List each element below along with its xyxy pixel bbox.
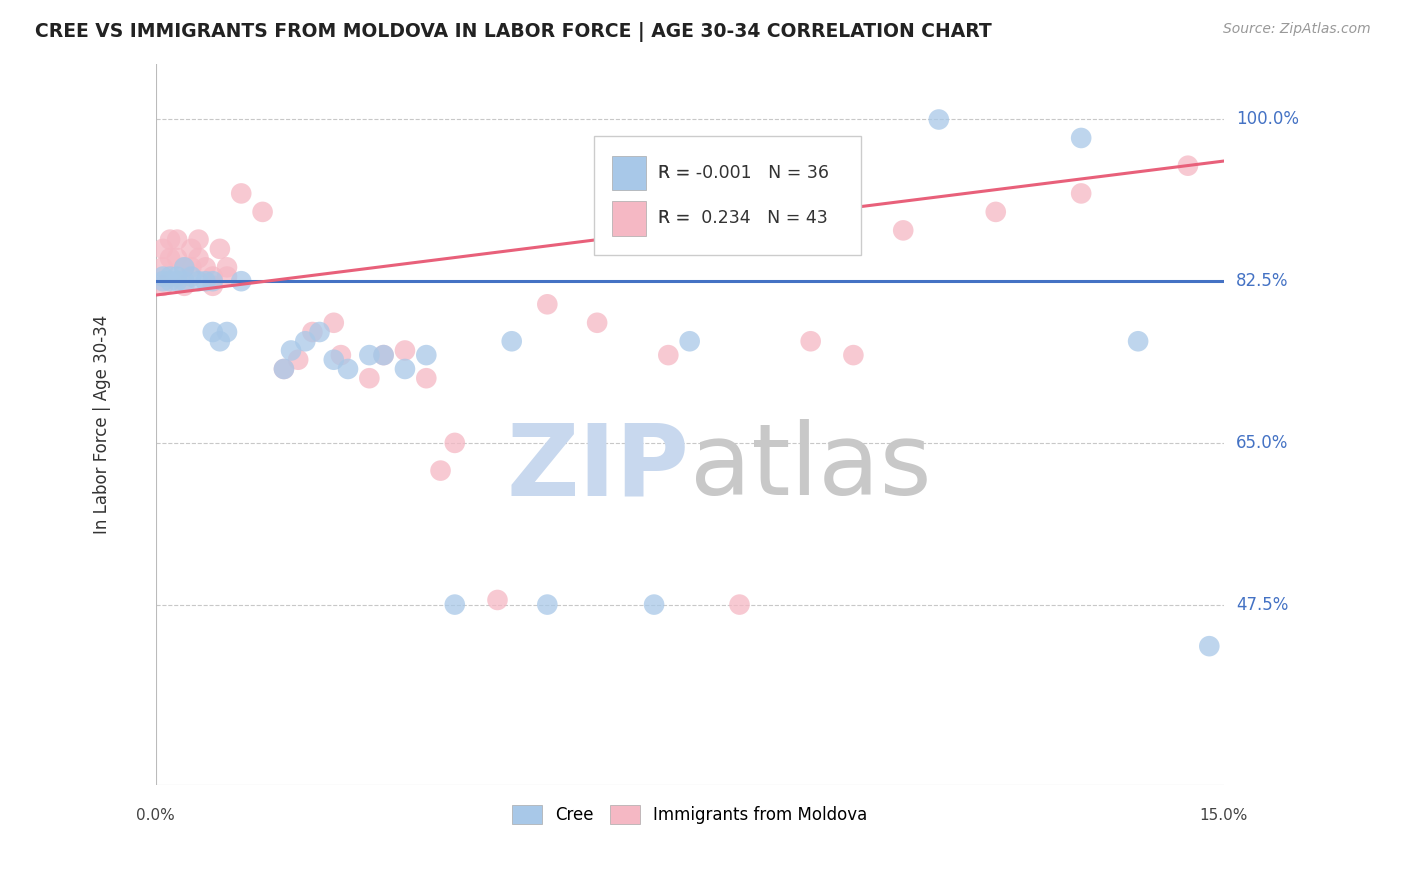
Point [501, 334, 523, 349]
Point [215, 325, 238, 339]
Point [329, 348, 352, 362]
Point [166, 233, 188, 247]
Point [1126, 334, 1149, 349]
Text: CREE VS IMMIGRANTS FROM MOLDOVA IN LABOR FORCE | AGE 30-34 CORRELATION CHART: CREE VS IMMIGRANTS FROM MOLDOVA IN LABOR… [35, 22, 991, 42]
Point [322, 316, 344, 330]
Point [180, 242, 202, 256]
Point [187, 274, 209, 288]
Point [159, 269, 181, 284]
Text: 47.5%: 47.5% [1236, 596, 1289, 614]
Point [359, 348, 381, 362]
Point [173, 278, 195, 293]
Legend: Cree, Immigrants from Moldova: Cree, Immigrants from Moldova [505, 798, 875, 830]
Point [337, 362, 360, 376]
Point [842, 348, 865, 362]
Point [415, 371, 437, 385]
Text: R =: R = [658, 164, 696, 182]
Point [443, 436, 465, 450]
Point [187, 251, 209, 265]
Text: 0.0%: 0.0% [136, 808, 176, 822]
Point [159, 251, 181, 265]
Point [308, 325, 330, 339]
Point [1198, 639, 1220, 653]
Point [394, 362, 416, 376]
Point [201, 278, 224, 293]
Point [152, 242, 174, 256]
Text: atlas: atlas [690, 419, 931, 516]
Point [201, 325, 224, 339]
Point [984, 205, 1007, 219]
Point [536, 598, 558, 612]
Point [429, 464, 451, 478]
Point [294, 334, 316, 349]
Point [373, 348, 395, 362]
Point [152, 269, 174, 284]
Point [152, 260, 174, 275]
Point [201, 274, 224, 288]
Point [231, 274, 253, 288]
Point [180, 269, 202, 284]
Text: 65.0%: 65.0% [1236, 434, 1289, 452]
Text: 15.0%: 15.0% [1199, 808, 1247, 822]
Point [194, 274, 217, 288]
Point [536, 297, 558, 311]
Point [231, 186, 253, 201]
Point [415, 348, 437, 362]
Point [322, 352, 344, 367]
Point [166, 269, 188, 284]
Point [273, 362, 295, 376]
Point [208, 242, 231, 256]
Point [152, 274, 174, 288]
Point [891, 223, 914, 237]
Point [215, 269, 238, 284]
Point [287, 352, 309, 367]
Point [159, 233, 181, 247]
Point [394, 343, 416, 358]
Point [657, 348, 679, 362]
Point [728, 598, 751, 612]
Point [1070, 186, 1092, 201]
Point [187, 233, 209, 247]
Point [180, 260, 202, 275]
Text: In Labor Force | Age 30-34: In Labor Force | Age 30-34 [93, 315, 111, 534]
Point [486, 593, 509, 607]
Point [280, 343, 302, 358]
Text: R =: R = [658, 210, 696, 227]
Point [252, 205, 274, 219]
Text: ZIP: ZIP [506, 419, 690, 516]
Point [679, 334, 702, 349]
Point [928, 112, 950, 127]
Point [194, 260, 217, 275]
Point [208, 334, 231, 349]
Point [301, 325, 323, 339]
Text: Source: ZipAtlas.com: Source: ZipAtlas.com [1223, 22, 1371, 37]
Point [173, 260, 195, 275]
Text: 100.0%: 100.0% [1236, 111, 1299, 128]
Point [273, 362, 295, 376]
Point [586, 316, 609, 330]
FancyBboxPatch shape [593, 136, 860, 255]
Point [166, 274, 188, 288]
Point [159, 274, 181, 288]
Point [373, 348, 395, 362]
Point [173, 274, 195, 288]
Point [359, 371, 381, 385]
FancyBboxPatch shape [612, 201, 645, 235]
Text: R = -0.001   N = 36: R = -0.001 N = 36 [658, 164, 828, 182]
Point [443, 598, 465, 612]
Point [1177, 159, 1199, 173]
Point [643, 598, 665, 612]
Point [173, 260, 195, 275]
Text: 82.5%: 82.5% [1236, 272, 1289, 290]
Point [166, 251, 188, 265]
Point [1070, 131, 1092, 145]
FancyBboxPatch shape [612, 155, 645, 190]
Point [821, 223, 844, 237]
Text: R =  0.234   N = 43: R = 0.234 N = 43 [658, 210, 827, 227]
Point [215, 260, 238, 275]
Point [800, 334, 823, 349]
Point [201, 269, 224, 284]
Point [152, 278, 174, 293]
